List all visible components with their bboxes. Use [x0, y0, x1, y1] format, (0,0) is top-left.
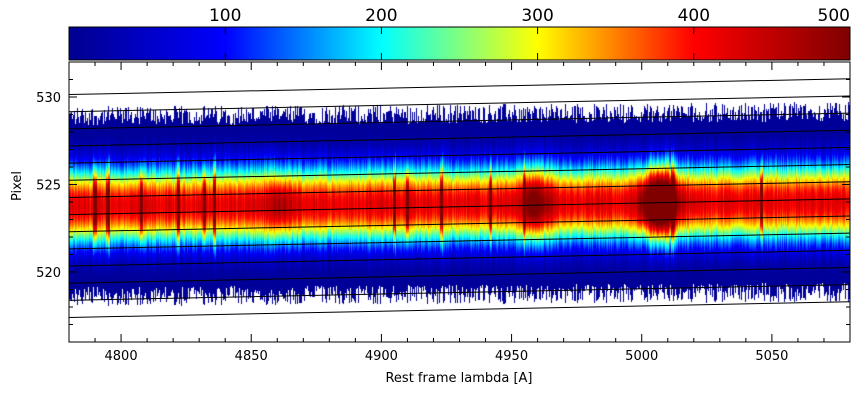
overlay-line	[69, 181, 850, 198]
x-tick-label: 4900	[365, 349, 398, 364]
overlay-line	[69, 301, 850, 318]
overlay-line	[69, 215, 850, 233]
x-tick-label: 5050	[755, 349, 788, 364]
colorbar-tick-label: 100	[209, 6, 241, 26]
overlay-line	[69, 78, 850, 96]
overlay-line	[69, 249, 850, 267]
colorbar-tick-label: 300	[521, 6, 553, 26]
x-tick-label: 4850	[235, 349, 268, 364]
colorbar-tick-label: 400	[678, 6, 710, 26]
colorbar: 100 200 300 400 500	[68, 6, 851, 61]
overlay-line	[69, 284, 850, 301]
x-axis: 4800 4850 4900 4950 5000 5050	[68, 62, 851, 364]
overlay-line	[69, 129, 850, 147]
x-tick-label: 4800	[105, 349, 138, 364]
colorbar-ticks: 100 200 300 400 500	[209, 6, 851, 60]
overlay-line	[69, 198, 850, 216]
y-tick-label: 530	[36, 91, 61, 106]
overlay-line	[69, 266, 850, 284]
x-axis-label: Rest frame lambda [A]	[385, 371, 532, 386]
y-axis-label: Pixel	[10, 171, 25, 201]
y-tick-label: 520	[36, 266, 61, 281]
colorbar-tick-label: 200	[365, 6, 397, 26]
y-axis: 520 525 530	[36, 61, 850, 343]
plot-area: 4800 4850 4900 4950 5000 5050 520 525 530	[36, 61, 851, 364]
overlay-lines	[69, 78, 850, 318]
colorbar-tick-label: 500	[818, 6, 850, 26]
overlay-line	[69, 146, 850, 164]
x-tick-label: 5000	[625, 349, 658, 364]
overlay-line	[69, 112, 850, 130]
overlay-line	[69, 95, 850, 113]
colorbar-strip	[68, 26, 851, 61]
y-tick-label: 525	[36, 179, 61, 194]
overlay-line	[69, 164, 850, 181]
x-tick-label: 4950	[495, 349, 528, 364]
overlay-line	[69, 232, 850, 250]
